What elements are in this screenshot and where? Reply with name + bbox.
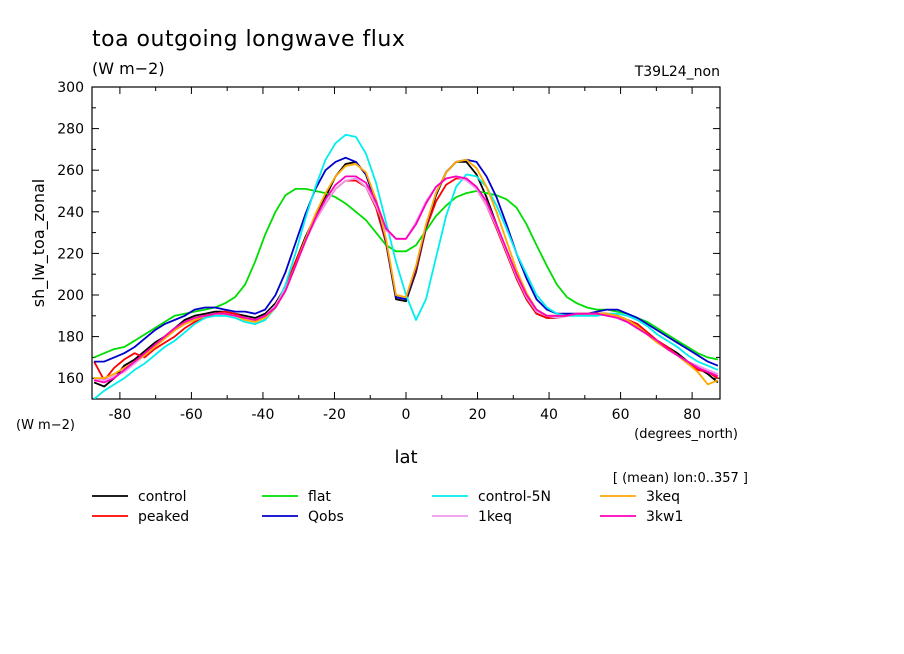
series-line-qobs [94, 156, 719, 367]
y-tick-label: 300 [57, 80, 84, 96]
series-line-control [93, 160, 719, 388]
y-tick-label: 240 [57, 205, 84, 221]
legend-label: 3kw1 [646, 509, 683, 525]
legend: control peaked flat Qobs control-5N 1keq 3keq 3… [92, 489, 683, 525]
chart-subtitle: (W m−2) [92, 59, 165, 78]
y-tick-label: 280 [57, 122, 84, 138]
y-axis-label: sh_lw_toa_zonal [29, 179, 49, 307]
y-tick-label: 160 [57, 371, 84, 387]
legend-label: 3keq [646, 489, 680, 505]
series-layer [93, 133, 719, 399]
chart-title: toa outgoing longwave flux [92, 27, 405, 52]
series-line-peaked [93, 177, 719, 382]
x-tick-label: -20 [323, 407, 346, 423]
legend-label: peaked [138, 509, 189, 525]
legend-label: control [138, 489, 187, 505]
series-line-3kw1 [93, 175, 719, 384]
y-units: (W m−2) [16, 418, 75, 433]
x-tick-label: -80 [108, 407, 131, 423]
legend-label: control-5N [478, 489, 551, 505]
averaging-note: [ (mean) lon:0..357 ] [613, 471, 748, 486]
legend-label: 1keq [478, 509, 512, 525]
x-units: (degrees_north) [634, 427, 738, 442]
x-tick-label: -40 [252, 407, 275, 423]
legend-label: Qobs [308, 509, 344, 525]
series-line-3keq [94, 158, 719, 386]
x-tick-label: 80 [683, 407, 701, 423]
y-tick-label: 260 [57, 163, 84, 179]
x-tick-label: 0 [402, 407, 411, 423]
legend-label: flat [308, 489, 331, 505]
y-tick-label: 180 [57, 330, 84, 346]
y-axis: 160 180 200 220 240 260 280 300 [57, 80, 720, 400]
x-tick-label: 20 [469, 407, 487, 423]
series-line-control-5n [93, 133, 719, 399]
x-tick-label: -60 [180, 407, 203, 423]
y-tick-label: 200 [57, 288, 84, 304]
x-tick-label: 60 [612, 407, 630, 423]
x-tick-label: 40 [540, 407, 558, 423]
x-axis-label: lat [394, 447, 417, 468]
y-tick-label: 220 [57, 246, 84, 262]
series-line-flat [93, 187, 719, 361]
x-axis: -80 -60 -40 -20 0 20 40 60 80 [108, 87, 701, 423]
run-label: T39L24_non [634, 64, 720, 80]
series-line-1keq [93, 175, 719, 382]
plot-frame [91, 86, 721, 400]
